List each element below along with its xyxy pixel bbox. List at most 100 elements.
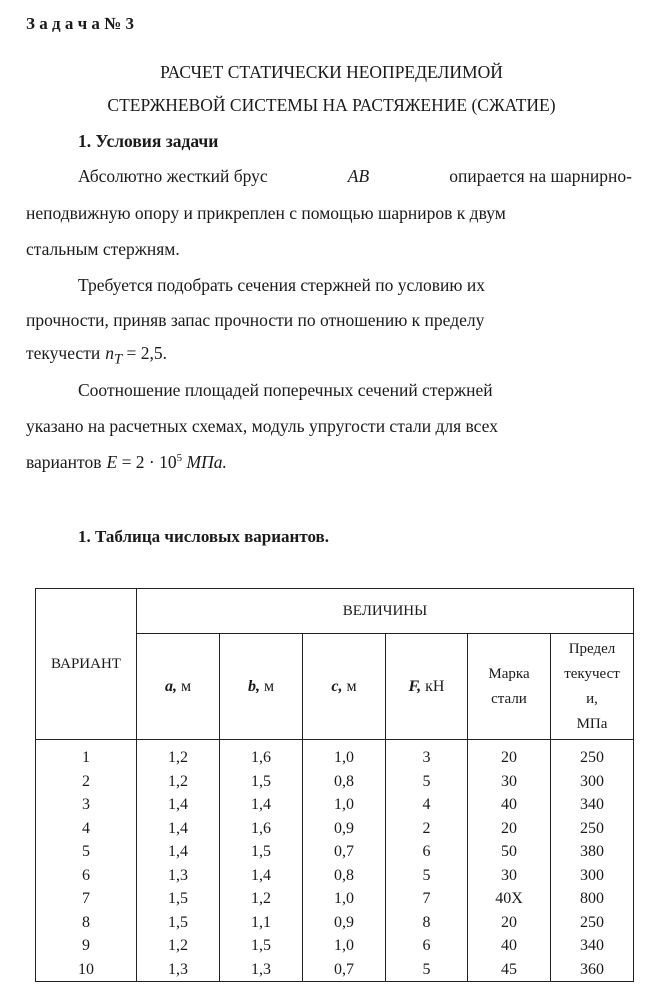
para2-line3: текучести nT = 2,5. (26, 343, 167, 368)
table-cell: 1,2 (136, 934, 220, 958)
table-cell: 2 (35, 769, 137, 793)
table-cell: 5 (385, 957, 468, 982)
header-yield-limit: Предел текучест и, МПа (550, 633, 634, 740)
table-cell: 1,5 (219, 769, 303, 793)
table-cell: 45 (467, 957, 551, 982)
section-conditions: 1. Условия задачи (78, 131, 219, 151)
header-f: F, кН (385, 633, 468, 740)
table-cell: 0,8 (302, 863, 386, 887)
para3-line1: Соотношение площадей поперечных сечений … (78, 380, 493, 400)
header-b: b, м (219, 633, 303, 740)
table-cell: 1,5 (136, 910, 220, 934)
table-cell: 340 (550, 934, 634, 958)
table-cell: 1,5 (219, 840, 303, 864)
table-cell: 30 (467, 769, 551, 793)
table-cell: 5 (35, 840, 137, 864)
table-row: 4 1,4 1,6 0,9 2 20 250 (35, 816, 634, 840)
table-cell: 1,4 (136, 840, 220, 864)
table-cell: 20 (467, 739, 551, 770)
table-cell: 8 (35, 910, 137, 934)
table-cell: 1,2 (219, 887, 303, 911)
table-cell: 1,5 (136, 887, 220, 911)
table-cell: 30 (467, 863, 551, 887)
table-cell: 1,6 (219, 739, 303, 770)
table-cell: 250 (550, 816, 634, 840)
table-cell: 1,4 (136, 793, 220, 817)
table-row: 6 1,3 1,4 0,8 5 30 300 (35, 863, 634, 887)
table-cell: 380 (550, 840, 634, 864)
table-cell: 1,4 (219, 793, 303, 817)
table-cell: 340 (550, 793, 634, 817)
table-row: 3 1,4 1,4 1,0 4 40 340 (35, 793, 634, 817)
table-cell: 3 (35, 793, 137, 817)
table-cell: 5 (385, 769, 468, 793)
table-cell: 800 (550, 887, 634, 911)
table-cell: 4 (385, 793, 468, 817)
table-cell: 7 (385, 887, 468, 911)
table-cell: 1,0 (302, 739, 386, 770)
table-cell: 1,2 (136, 739, 220, 770)
table-cell: 0,7 (302, 957, 386, 982)
header-variant: ВАРИАНТ (35, 588, 137, 740)
table-cell: 0,7 (302, 840, 386, 864)
table-cell: 0,8 (302, 769, 386, 793)
task-label: З а д а ч а № 3 (26, 14, 134, 33)
table-cell: 7 (35, 887, 137, 911)
variants-table: ВАРИАНТ ВЕЛИЧИНЫ a, м b, м c, м F, кН Ма… (35, 588, 634, 982)
table-cell: 300 (550, 769, 634, 793)
table-cell: 1,3 (136, 863, 220, 887)
title-line-1: РАСЧЕТ СТАТИЧЕСКИ НЕОПРЕДЕЛИМОЙ (160, 62, 503, 82)
header-group: ВЕЛИЧИНЫ (136, 588, 634, 634)
header-steel-grade: Марка стали (467, 633, 551, 740)
table-cell: 2 (385, 816, 468, 840)
table-cell: 9 (35, 934, 137, 958)
table-cell: 1,4 (136, 816, 220, 840)
table-row: 7 1,5 1,2 1,0 7 40Х 800 (35, 887, 634, 911)
table-cell: 1,0 (302, 887, 386, 911)
table-cell: 40Х (467, 887, 551, 911)
para1-line2: неподвижную опору и прикреплен с помощью… (26, 203, 506, 223)
table-cell: 10 (35, 957, 137, 982)
table-cell: 1,5 (219, 934, 303, 958)
table-row: 5 1,4 1,5 0,7 6 50 380 (35, 840, 634, 864)
table-cell: 1,0 (302, 934, 386, 958)
title-line-2: СТЕРЖНЕВОЙ СИСТЕМЫ НА РАСТЯЖЕНИЕ (СЖАТИЕ… (107, 95, 556, 115)
table-cell: 1,4 (219, 863, 303, 887)
header-c: c, м (302, 633, 386, 740)
para1-line1: Абсолютно жесткий брус AB опирается на шар… (78, 166, 632, 186)
table-cell: 6 (385, 934, 468, 958)
table-cell: 8 (385, 910, 468, 934)
table-row: 2 1,2 1,5 0,8 5 30 300 (35, 769, 634, 793)
table-cell: 6 (385, 840, 468, 864)
table-cell: 1,3 (219, 957, 303, 982)
table-cell: 4 (35, 816, 137, 840)
para3-line2: указано на расчетных схемах, модуль упру… (26, 416, 498, 436)
table-cell: 300 (550, 863, 634, 887)
table-cell: 0,9 (302, 816, 386, 840)
para1-line3: стальным стержням. (26, 239, 180, 259)
table-row: 9 1,2 1,5 1,0 6 40 340 (35, 934, 634, 958)
para3-line3: вариантов E = 2 · 105 МПа. (26, 452, 227, 472)
table-cell: 40 (467, 793, 551, 817)
table-cell: 50 (467, 840, 551, 864)
table-cell: 20 (467, 910, 551, 934)
table-row: 10 1,3 1,3 0,7 5 45 360 (35, 957, 634, 982)
table-cell: 250 (550, 910, 634, 934)
table-cell: 5 (385, 863, 468, 887)
table-cell: 1,6 (219, 816, 303, 840)
para2-line2: прочности, приняв запас прочности по отн… (26, 310, 485, 330)
table-cell: 1 (35, 739, 137, 770)
table-row: 8 1,5 1,1 0,9 8 20 250 (35, 910, 634, 934)
table-cell: 3 (385, 739, 468, 770)
table-cell: 360 (550, 957, 634, 982)
table-row: 1 1,2 1,6 1,0 3 20 250 (35, 739, 634, 770)
table-cell: 40 (467, 934, 551, 958)
table-cell: 6 (35, 863, 137, 887)
section-table: 1. Таблица числовых вариантов. (78, 527, 329, 546)
para2-line1: Требуется подобрать сечения стержней по … (78, 275, 485, 295)
table-cell: 0,9 (302, 910, 386, 934)
table-cell: 1,0 (302, 793, 386, 817)
table-cell: 20 (467, 816, 551, 840)
header-a: a, м (136, 633, 220, 740)
table-cell: 250 (550, 739, 634, 770)
